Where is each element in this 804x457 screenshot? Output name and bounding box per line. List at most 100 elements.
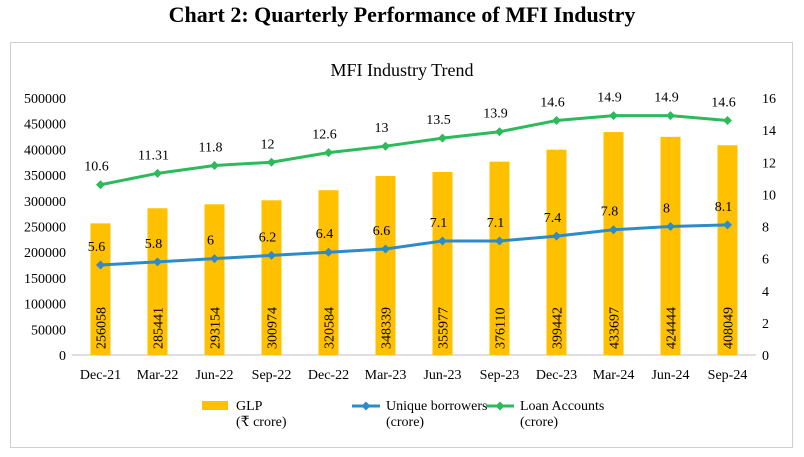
unique-borrowers-marker [267, 250, 276, 260]
loan-accounts-data-label: 10.6 [84, 160, 109, 175]
glp-bar [375, 175, 396, 355]
unique-borrowers-data-label: 6.6 [373, 224, 391, 239]
loan-accounts-marker [495, 127, 504, 137]
loan-accounts-marker [381, 141, 390, 151]
unique-borrowers-data-label: 5.8 [145, 237, 163, 252]
legend-loan-accounts-unit: (crore) [520, 415, 558, 430]
glp-bar [204, 204, 225, 355]
y-right-tick-label: 0 [762, 349, 769, 364]
y-left-tick-label: 350000 [24, 169, 66, 184]
y-right-tick-label: 8 [762, 221, 769, 236]
legend-glp-swatch [202, 401, 228, 410]
unique-borrowers-marker [324, 247, 333, 257]
loan-accounts-marker [666, 111, 675, 121]
x-tick-label: Mar-22 [137, 368, 179, 383]
loan-accounts-data-label: 14.9 [597, 91, 622, 106]
glp-bar-label: 320584 [323, 307, 338, 349]
glp-bar [660, 136, 681, 355]
unique-borrowers-data-label: 5.6 [88, 240, 106, 255]
y-right-tick-label: 12 [762, 156, 776, 171]
legend-glp-unit: (₹ crore) [236, 415, 287, 430]
y-left-tick-label: 250000 [24, 221, 66, 236]
glp-bar [261, 200, 282, 355]
unique-borrowers-data-label: 8 [663, 202, 670, 217]
loan-accounts-marker [609, 111, 618, 121]
x-tick-label: Dec-21 [80, 368, 121, 383]
y-left-tick-label: 300000 [24, 195, 66, 210]
loan-accounts-marker [552, 115, 561, 125]
loan-accounts-marker [153, 168, 162, 178]
legend-glp-label: GLP [236, 399, 263, 414]
loan-accounts-data-label: 14.9 [654, 91, 679, 106]
loan-accounts-marker [210, 160, 219, 170]
unique-borrowers-marker [552, 231, 561, 241]
x-tick-label: Mar-23 [365, 368, 407, 383]
y-left-tick-label: 50000 [31, 323, 66, 338]
y-left-tick-label: 450000 [24, 118, 66, 133]
x-tick-label: Sep-24 [708, 368, 748, 383]
unique-borrowers-marker [153, 257, 162, 267]
x-tick-label: Jun-24 [651, 368, 689, 383]
glp-bar-label: 293154 [209, 307, 224, 349]
loan-accounts-data-label: 13 [375, 121, 389, 136]
loan-accounts-marker [438, 133, 447, 143]
glp-bar [90, 223, 111, 355]
glp-bar [546, 149, 567, 355]
unique-borrowers-marker [495, 236, 504, 246]
unique-borrowers-data-label: 7.1 [487, 216, 505, 231]
unique-borrowers-line [100, 223, 728, 267]
unique-borrowers-marker [723, 220, 732, 230]
y-left-tick-label: 150000 [24, 272, 66, 287]
loan-accounts-data-label: 11.8 [199, 140, 223, 155]
chart-title: MFI Industry Trend [330, 60, 473, 80]
legend-unique-borrowers-label: Unique borrowers [386, 399, 487, 414]
glp-bar [603, 132, 624, 355]
y-right-tick-label: 14 [762, 124, 776, 139]
glp-bar [318, 190, 339, 355]
x-tick-label: Sep-23 [480, 368, 520, 383]
glp-bar-label: 300974 [266, 307, 281, 349]
x-tick-label: Dec-22 [308, 368, 349, 383]
glp-bar-label: 399442 [551, 307, 566, 349]
y-right-tick-label: 4 [762, 285, 769, 300]
unique-borrowers-marker [210, 254, 219, 264]
unique-borrowers-data-label: 6.4 [316, 227, 334, 242]
x-tick-label: Dec-23 [536, 368, 577, 383]
unique-borrowers-marker [609, 225, 618, 235]
loan-accounts-marker [723, 115, 732, 125]
glp-bar [717, 145, 738, 355]
unique-borrowers-data-label: 6.2 [259, 230, 277, 245]
y-left-tick-label: 100000 [24, 298, 66, 313]
unique-borrowers-data-label: 6 [207, 234, 214, 249]
glp-bar-label: 348339 [380, 307, 395, 349]
unique-borrowers-marker [666, 222, 675, 231]
glp-bar-label: 376110 [494, 308, 509, 349]
y-right-tick-label: 2 [762, 317, 769, 332]
glp-bar-label: 433697 [608, 307, 623, 349]
loan-accounts-data-label: 13.9 [483, 107, 508, 122]
x-tick-label: Jun-23 [423, 368, 461, 383]
page-heading: Chart 2: Quarterly Performance of MFI In… [168, 2, 636, 27]
unique-borrowers-marker [438, 236, 447, 246]
loan-accounts-data-label: 14.6 [540, 95, 565, 110]
loan-accounts-marker [96, 180, 105, 190]
legend-loan-accounts-label: Loan Accounts [520, 399, 604, 414]
legend-unique-borrowers-marker [361, 401, 371, 411]
legend-unique-borrowers-unit: (crore) [386, 415, 424, 430]
unique-borrowers-data-label: 7.8 [601, 205, 619, 220]
unique-borrowers-data-label: 8.1 [715, 200, 733, 215]
glp-bar-label: 424444 [665, 307, 680, 349]
unique-borrowers-data-label: 7.1 [430, 216, 448, 231]
y-left-tick-label: 500000 [24, 92, 66, 107]
loan-accounts-line [100, 114, 728, 187]
glp-bar-label: 355977 [437, 307, 452, 349]
y-left-tick-label: 200000 [24, 246, 66, 261]
glp-bar-label: 408049 [722, 307, 737, 349]
glp-bar [489, 161, 510, 355]
y-right-tick-label: 16 [762, 92, 776, 107]
x-tick-label: Jun-22 [195, 368, 233, 383]
unique-borrowers-marker [96, 260, 105, 270]
glp-bar-label: 285441 [152, 307, 167, 349]
glp-bar [432, 172, 453, 355]
